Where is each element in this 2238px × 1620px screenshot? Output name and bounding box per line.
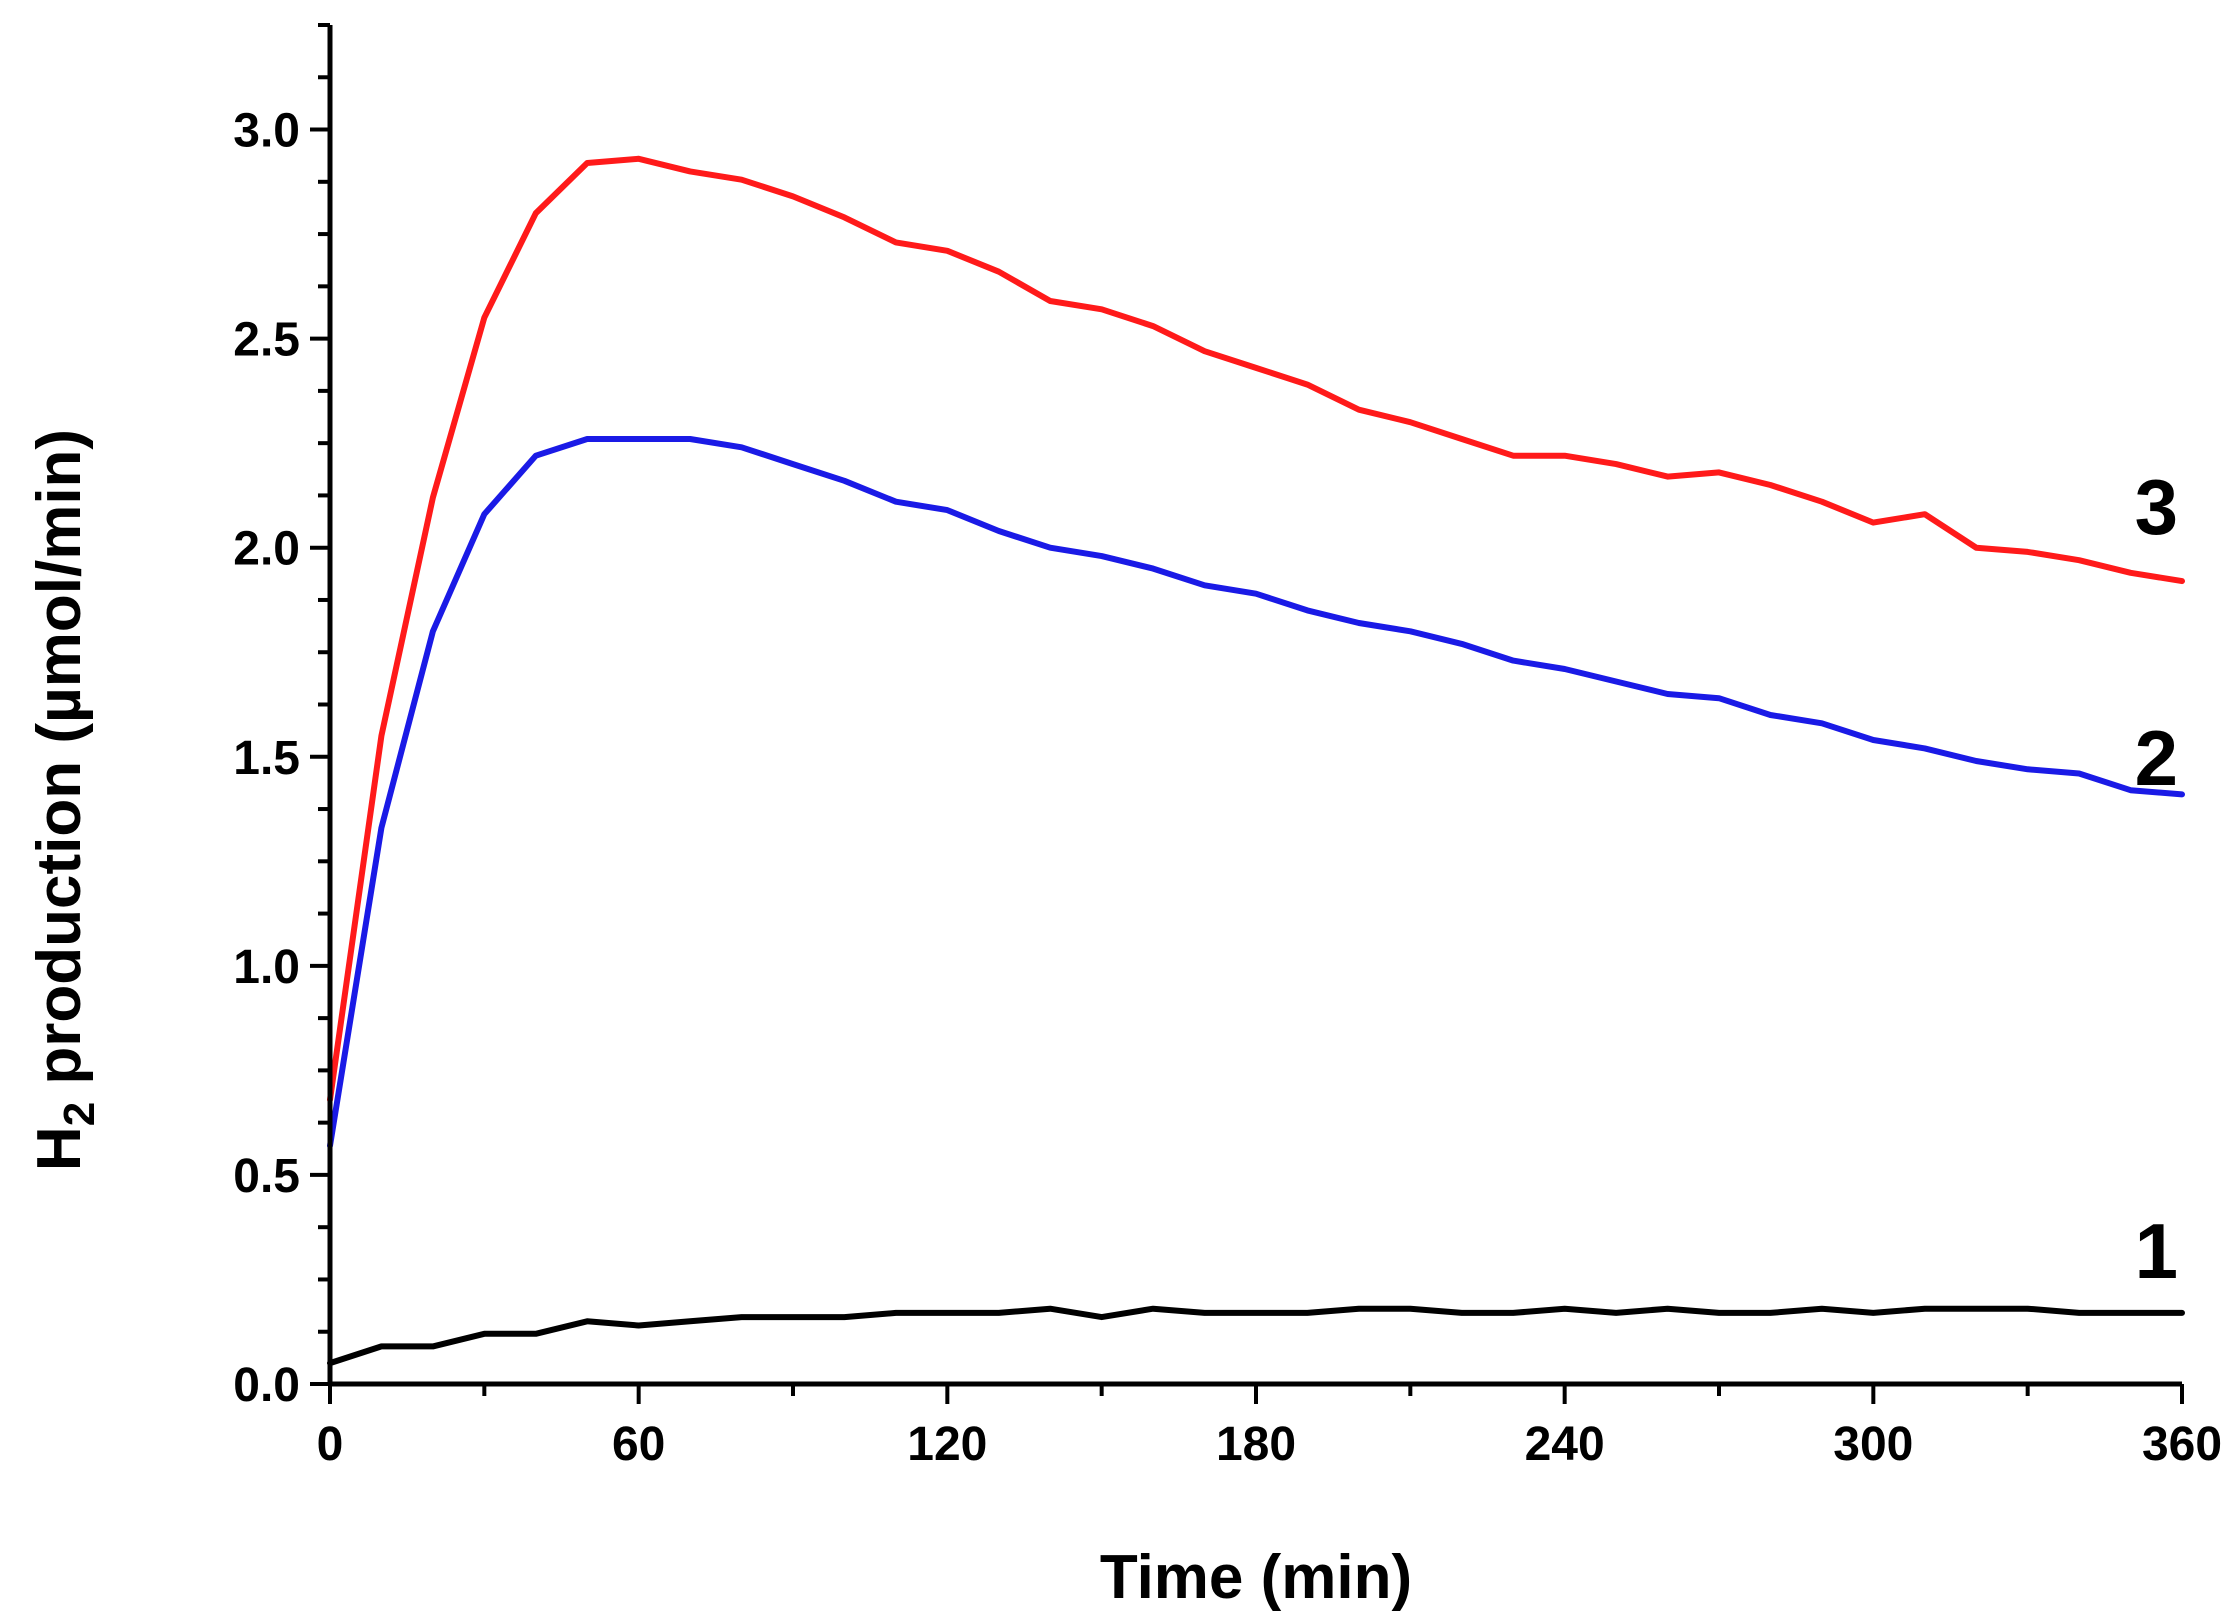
- x-axis-ticks: [328, 1384, 2184, 1404]
- series-label-2: 2: [2135, 714, 2178, 802]
- x-tick-label: 120: [907, 1418, 987, 1471]
- y-tick-label: 0.0: [233, 1359, 300, 1412]
- series-line-2: [327, 436, 2185, 1149]
- x-tick-label: 300: [1833, 1418, 1913, 1471]
- y-axis-title-suffix: production (µmol/min): [25, 429, 94, 1102]
- x-tick-label: 180: [1216, 1418, 1296, 1471]
- y-axis-title-subscript: 2: [55, 1102, 104, 1126]
- y-tick-label: 2.0: [233, 523, 300, 576]
- x-tick-label: 360: [2142, 1418, 2222, 1471]
- x-axis-title: Time (min): [1100, 1543, 1412, 1612]
- y-tick-label: 3.0: [233, 105, 300, 158]
- series-line-1: [327, 1305, 2185, 1367]
- x-tick-label: 60: [612, 1418, 665, 1471]
- y-axis-tick-labels: 0.0 0.5 1.0 1.5 2.0 2.5 3.0: [233, 105, 300, 1412]
- x-axis-tick-labels: 0 60 120 180 240 300 360: [317, 1418, 2222, 1471]
- y-axis-title: H2 production (µmol/min): [25, 429, 104, 1171]
- y-tick-label: 1.0: [233, 941, 300, 994]
- y-tick-label: 1.5: [233, 732, 300, 785]
- y-axis-ticks: [310, 127, 330, 1386]
- series-label-1: 1: [2135, 1207, 2178, 1295]
- series-label-3: 3: [2135, 463, 2178, 551]
- series-line-3: [327, 155, 2185, 1103]
- y-tick-label: 0.5: [233, 1150, 300, 1203]
- y-axis-title-prefix: H: [25, 1126, 94, 1171]
- series-lines: [327, 155, 2185, 1367]
- y-tick-label: 2.5: [233, 314, 300, 367]
- series-labels: 1 2 3: [2135, 463, 2178, 1295]
- x-tick-label: 240: [1525, 1418, 1605, 1471]
- x-tick-label: 0: [317, 1418, 344, 1471]
